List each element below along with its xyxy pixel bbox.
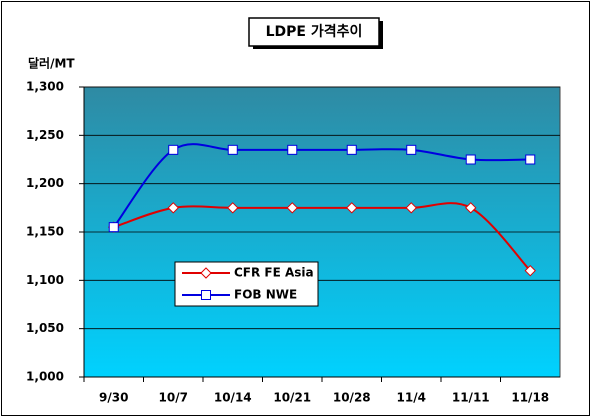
marker — [525, 154, 536, 165]
legend — [174, 261, 319, 307]
marker — [168, 144, 179, 155]
x-tick-label: 10/14 — [214, 391, 252, 405]
marker — [108, 222, 119, 233]
x-tick-label: 9/30 — [99, 391, 128, 405]
chart-title: LDPE 가격추이 — [266, 23, 363, 40]
x-tick-label: 11/18 — [511, 391, 549, 405]
y-tick-label: 1,150 — [26, 225, 64, 239]
marker — [201, 290, 211, 300]
marker — [406, 144, 417, 155]
marker — [227, 144, 238, 155]
y-axis-label: 달러/MT — [28, 56, 75, 71]
y-tick-label: 1,250 — [26, 128, 64, 142]
marker — [286, 202, 298, 214]
y-tick-label: 1,050 — [26, 321, 64, 335]
marker — [200, 267, 212, 279]
legend-label: FOB NWE — [234, 288, 297, 302]
legend-label: CFR FE Asia — [234, 266, 314, 280]
x-tick-label: 11/11 — [452, 391, 490, 405]
x-tick-label: 10/7 — [159, 391, 188, 405]
x-tick-label: 11/4 — [397, 391, 426, 405]
marker — [346, 144, 357, 155]
marker — [465, 202, 477, 214]
marker — [287, 144, 298, 155]
x-tick-label: 10/21 — [273, 391, 311, 405]
marker — [465, 154, 476, 165]
marker — [346, 202, 358, 214]
y-tick-label: 1,000 — [26, 370, 64, 384]
series-group — [108, 143, 536, 277]
x-tick-label: 10/28 — [333, 391, 371, 405]
y-tick-label: 1,300 — [26, 80, 64, 94]
marker — [405, 202, 417, 214]
marker — [167, 202, 179, 214]
marker — [524, 264, 536, 277]
y-tick-label: 1,100 — [26, 273, 64, 287]
title-box — [248, 17, 380, 47]
marker — [227, 202, 239, 214]
y-tick-label: 1,200 — [26, 176, 64, 190]
